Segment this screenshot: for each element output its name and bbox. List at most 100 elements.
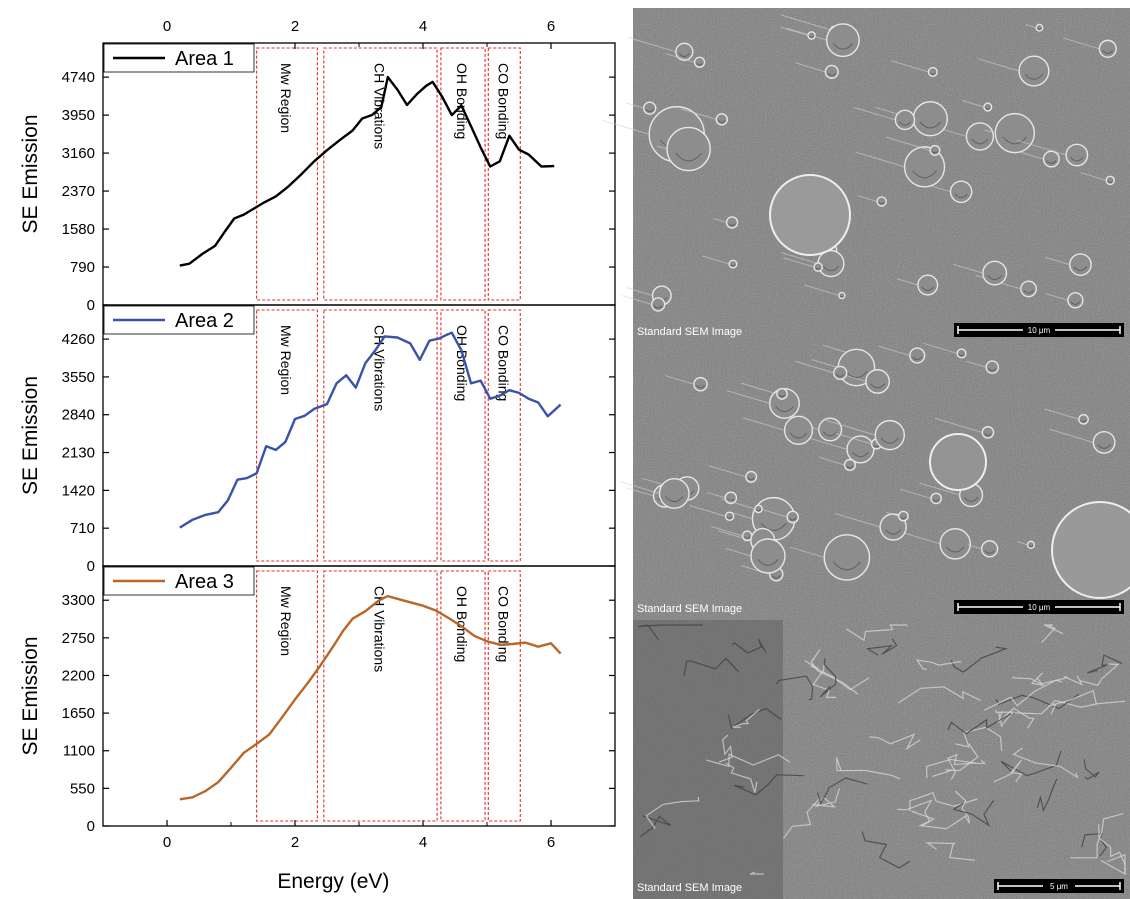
sem-shadow: [815, 267, 821, 270]
sem-particle: [846, 435, 875, 464]
x-tick-label: 4: [419, 834, 427, 851]
sem-streak: [780, 14, 831, 31]
sem-shadow: [912, 356, 923, 361]
sem-fracture: [749, 871, 764, 875]
sem-shadow: [678, 53, 690, 57]
sem-streak: [804, 284, 839, 296]
sem-particle: [1067, 292, 1084, 309]
sem-fracture: [952, 800, 995, 827]
region-label: CH Vibrations: [371, 325, 387, 411]
sem-streak: [786, 27, 827, 41]
sem-fracture: [995, 709, 1015, 728]
sem-particle: [1098, 39, 1117, 58]
sem-particle: [650, 297, 666, 312]
sem-streak: [1048, 428, 1094, 443]
sem-streak: [1018, 151, 1044, 160]
sem-particle: [965, 122, 995, 151]
sem-fracture: [819, 658, 837, 698]
sem-shadow: [809, 35, 815, 38]
legend-label: Area 1: [175, 48, 234, 70]
sem-streak: [656, 145, 668, 150]
sem-fracture: [1012, 747, 1079, 779]
sem-particle: [994, 112, 1036, 154]
sem-streak: [710, 525, 743, 537]
sem-particle: [876, 196, 887, 207]
region-box: [256, 309, 318, 562]
sem-shadow: [1070, 301, 1081, 305]
sem-fracture: [1079, 663, 1120, 686]
sem-fracture: [861, 831, 911, 869]
sem-fracture: [915, 659, 962, 670]
sem-shadow: [653, 305, 663, 309]
sem-particle: [693, 376, 708, 392]
y-tick-label: 710: [70, 520, 95, 537]
y-tick-label: 1580: [62, 221, 95, 238]
region-label: OH Bonding: [454, 586, 470, 662]
sem-particle: [833, 365, 848, 381]
sem-streak: [602, 119, 650, 135]
sem-shadow: [1002, 136, 1027, 145]
sem-particle: [1042, 150, 1060, 168]
scale-bar-label: 10 μm: [1028, 603, 1051, 612]
sem-particle: [675, 42, 694, 61]
sem-particle: [865, 369, 890, 394]
sem-particle: [912, 101, 948, 137]
sem-shadow: [884, 529, 902, 535]
sem-fracture: [909, 792, 978, 812]
sem-image-2: Standard SEM Image 10 μm: [619, 342, 1130, 620]
sem-shadow: [971, 138, 989, 145]
sem-streak: [780, 252, 819, 265]
y-axis-label: SE Emission: [19, 376, 42, 495]
region-label: CO Bonding: [495, 325, 511, 401]
sem-streak: [794, 360, 834, 374]
sem-shadow: [870, 383, 885, 389]
sem-fracture: [725, 762, 758, 793]
sem-streak: [1045, 293, 1069, 301]
sem-shadow: [827, 72, 836, 76]
sem-streak: [1025, 23, 1037, 29]
region-box: [256, 570, 318, 822]
sem-shadow: [789, 432, 808, 439]
sem-shadow: [744, 536, 751, 539]
sem-streak: [835, 432, 872, 445]
sem-shadow: [728, 223, 736, 226]
sem-shadow: [900, 516, 907, 520]
sem-streak: [702, 255, 730, 265]
sem-particle: [725, 216, 739, 229]
sem-streak: [742, 417, 785, 431]
sem-shadow: [988, 368, 997, 372]
sem-fracture: [812, 663, 837, 698]
panel-frame: [102, 565, 616, 827]
sem-particle: [807, 31, 816, 40]
sem-fracture: [1036, 778, 1058, 813]
sem-particle: [693, 56, 706, 68]
sem-streak: [729, 511, 753, 520]
sem-fracture: [718, 734, 733, 763]
sem-fracture: [932, 743, 979, 778]
sem-particle: [1078, 413, 1089, 425]
sem-fracture: [947, 753, 976, 780]
sem-streak: [1044, 408, 1080, 420]
sem-fracture: [683, 657, 739, 676]
sem-streak: [825, 419, 876, 436]
sem-particle: [813, 262, 823, 272]
sem-streak: [721, 498, 755, 510]
region-box: [440, 570, 486, 822]
chart-panel-1: 0 790 1580 2370 3160 3950 4740 SE Emission Mw Re…: [19, 42, 616, 314]
sem-shadow: [954, 193, 968, 199]
sem-shadow: [1023, 290, 1034, 294]
y-tick-label: 4260: [62, 331, 95, 348]
sem-particle: [824, 64, 839, 79]
sem-shadow: [757, 559, 779, 566]
sem-shadow: [1024, 73, 1044, 80]
y-tick-label: 2200: [62, 667, 95, 684]
sem-large-particle: [1051, 501, 1130, 599]
y-tick-label: 1420: [62, 482, 95, 499]
region-box: [256, 47, 318, 301]
y-tick-label: 2840: [62, 407, 95, 424]
sem-streak: [896, 278, 919, 286]
sem-streak: [977, 58, 1020, 72]
sem-image-1: Standard SEM Image 10 μm: [602, 8, 1130, 343]
sem-particle: [927, 66, 938, 77]
sem-fracture: [1081, 833, 1108, 857]
